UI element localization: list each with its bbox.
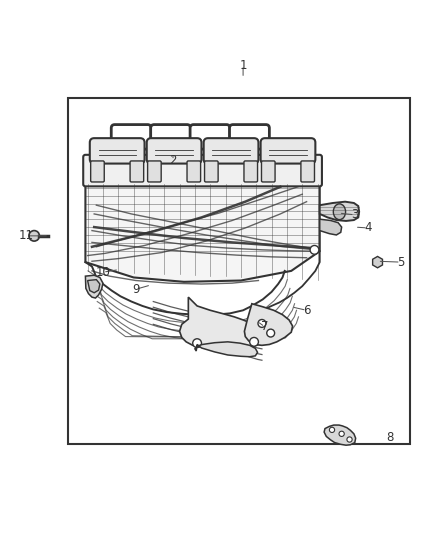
Circle shape bbox=[310, 246, 319, 254]
Polygon shape bbox=[88, 280, 100, 293]
FancyBboxPatch shape bbox=[205, 161, 218, 182]
Text: 1: 1 bbox=[239, 59, 247, 71]
Text: 6: 6 bbox=[303, 304, 311, 317]
Ellipse shape bbox=[333, 204, 346, 220]
Text: 5: 5 bbox=[397, 256, 404, 269]
Polygon shape bbox=[320, 219, 342, 235]
FancyBboxPatch shape bbox=[190, 125, 230, 149]
FancyBboxPatch shape bbox=[204, 138, 258, 164]
FancyBboxPatch shape bbox=[261, 138, 315, 164]
Circle shape bbox=[193, 339, 201, 348]
Circle shape bbox=[329, 427, 335, 432]
FancyBboxPatch shape bbox=[147, 138, 201, 164]
FancyBboxPatch shape bbox=[261, 161, 275, 182]
Text: 9: 9 bbox=[132, 283, 140, 296]
Circle shape bbox=[339, 431, 344, 437]
Circle shape bbox=[29, 231, 39, 241]
FancyBboxPatch shape bbox=[90, 138, 145, 164]
Polygon shape bbox=[320, 201, 359, 221]
Text: 7: 7 bbox=[261, 320, 269, 334]
FancyBboxPatch shape bbox=[230, 125, 269, 149]
FancyBboxPatch shape bbox=[187, 161, 201, 182]
Polygon shape bbox=[85, 275, 103, 298]
Text: 4: 4 bbox=[364, 221, 372, 235]
Circle shape bbox=[223, 343, 232, 352]
Text: 11: 11 bbox=[19, 229, 34, 243]
Polygon shape bbox=[324, 425, 356, 445]
FancyBboxPatch shape bbox=[91, 161, 104, 182]
Text: 2: 2 bbox=[169, 154, 177, 167]
Circle shape bbox=[250, 337, 258, 346]
FancyBboxPatch shape bbox=[148, 161, 161, 182]
FancyBboxPatch shape bbox=[151, 125, 191, 149]
Bar bbox=[68, 98, 410, 444]
FancyBboxPatch shape bbox=[83, 155, 322, 187]
Circle shape bbox=[267, 329, 275, 337]
Text: 8: 8 bbox=[386, 431, 393, 444]
FancyBboxPatch shape bbox=[130, 161, 144, 182]
FancyBboxPatch shape bbox=[301, 161, 314, 182]
Polygon shape bbox=[195, 342, 258, 357]
Text: 3: 3 bbox=[351, 208, 358, 221]
Circle shape bbox=[347, 437, 352, 442]
FancyBboxPatch shape bbox=[244, 161, 258, 182]
Circle shape bbox=[258, 319, 266, 327]
Polygon shape bbox=[244, 304, 293, 345]
FancyBboxPatch shape bbox=[111, 125, 151, 149]
Polygon shape bbox=[180, 297, 263, 349]
Text: 10: 10 bbox=[95, 265, 110, 279]
Polygon shape bbox=[85, 184, 320, 282]
